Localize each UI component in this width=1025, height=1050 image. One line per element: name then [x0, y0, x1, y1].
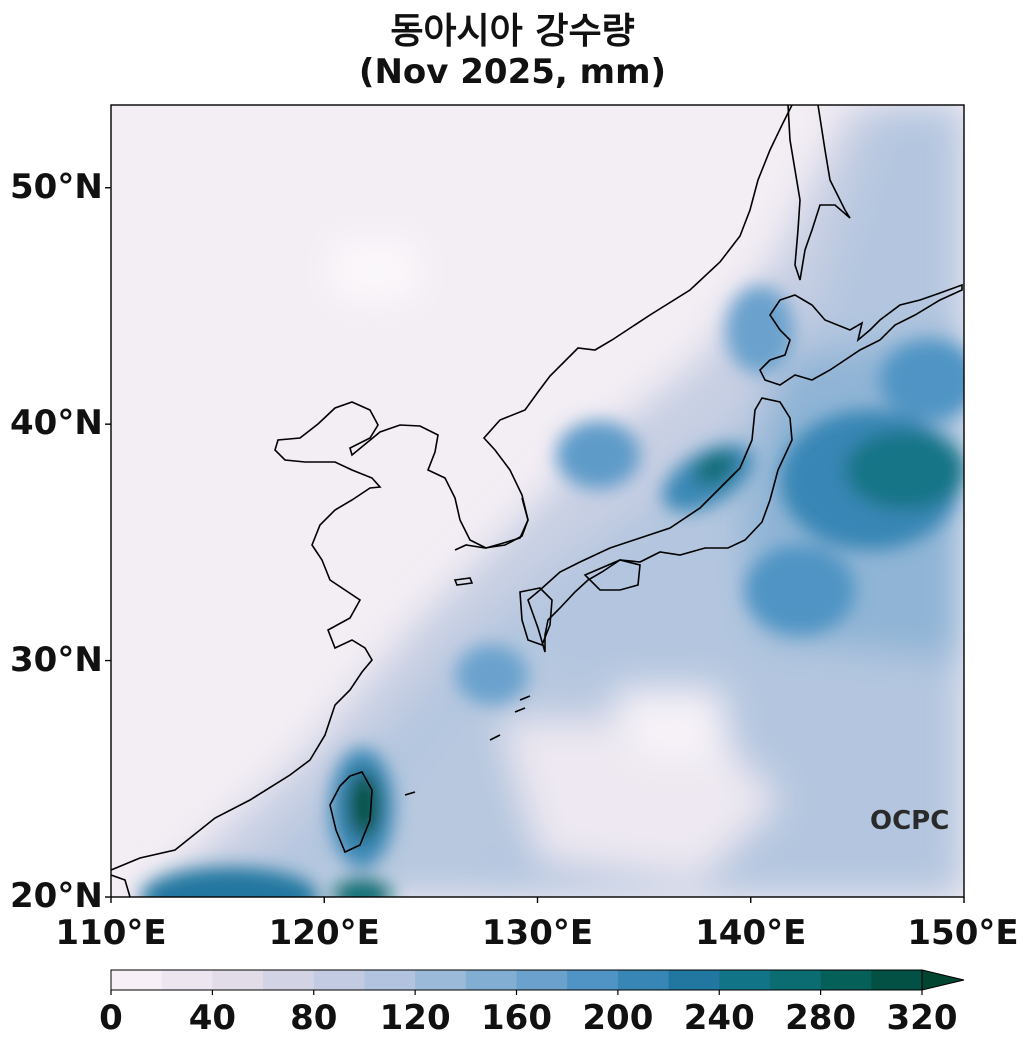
colorbar-tick-label: 200: [582, 998, 654, 1038]
colorbar-segment: [415, 970, 467, 990]
colorbar-tick-label: 120: [379, 998, 451, 1038]
precipitation-field: [111, 105, 964, 897]
coast-hainan-edge: [111, 874, 131, 897]
lat-label: 40°N: [10, 403, 103, 444]
colorbar-tick-label: 320: [886, 998, 958, 1038]
colorbar-segment: [111, 970, 163, 990]
precip-hotspots: [140, 286, 964, 897]
colorbar-tick-label: 280: [785, 998, 857, 1038]
lon-label: 130°E: [481, 913, 594, 953]
coast-jeju: [453, 577, 474, 586]
colorbar-segment: [212, 970, 264, 990]
colorbar-tick-marks: [110, 990, 923, 995]
coast-ryukyu: [404, 695, 531, 796]
lon-label: 110°E: [55, 913, 167, 953]
lat-label: 50°N: [10, 166, 103, 207]
colorbar-segment: [567, 970, 619, 990]
coast-hokkaido: [759, 283, 963, 386]
map-title: 동아시아 강수량: [390, 11, 635, 52]
lon-label: 120°E: [268, 913, 380, 953]
coast-taiwan: [329, 771, 373, 854]
lat-label: 20°N: [10, 876, 103, 916]
colorbar-segment: [719, 970, 771, 990]
coast-shikoku: [583, 559, 641, 591]
coast-mainland: [111, 105, 793, 871]
colorbar-segment: [161, 970, 213, 990]
colorbar-segment: [465, 970, 517, 990]
lat-tick-marks: [105, 187, 111, 898]
colorbar-segment: [820, 970, 872, 990]
colorbar-tick-label: 80: [290, 998, 338, 1038]
coast-kyushu: [519, 587, 553, 647]
colorbar: [110, 969, 965, 991]
colorbar-segment: [516, 970, 568, 990]
colorbar-segment: [364, 970, 416, 990]
colorbar-segment: [313, 970, 365, 990]
colorbar-segment: [668, 970, 720, 990]
colorbar-tick-label: 240: [683, 998, 755, 1038]
coast-sakhalin: [787, 105, 851, 281]
lon-label: 140°E: [695, 913, 807, 953]
lon-tick-marks: [110, 897, 965, 903]
colorbar-extend-arrow: [921, 969, 965, 991]
lon-label: 150°E: [907, 913, 1019, 953]
colorbar-segment: [617, 970, 670, 990]
coast-honshu: [527, 397, 793, 653]
coastlines: [111, 105, 963, 897]
map-subtitle: (Nov 2025, mm): [358, 52, 667, 92]
ocpc-logo: OCPC: [870, 806, 950, 836]
colorbar-segment: [871, 970, 923, 990]
lat-label: 30°N: [10, 639, 103, 680]
colorbar-tick-label: 160: [481, 998, 552, 1038]
colorbar-segment: [769, 970, 822, 990]
coast-korea: [454, 497, 529, 551]
colorbar-segment: [263, 970, 315, 990]
colorbar-tick-label: 0: [99, 998, 123, 1038]
colorbar-tick-label: 40: [188, 998, 237, 1038]
